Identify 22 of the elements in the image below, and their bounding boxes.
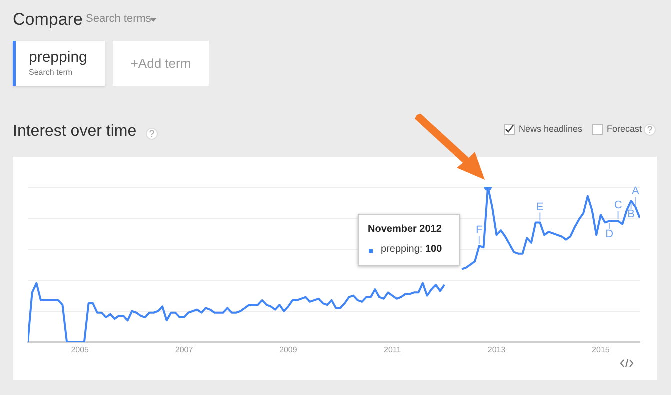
annotation: C — [614, 200, 622, 212]
x-tick-label: 2009 — [280, 345, 298, 354]
text: Search terms — [86, 13, 152, 25]
text: Forecast — [607, 124, 642, 134]
text: News headlines — [519, 124, 583, 134]
x-tick-label: 2015 — [592, 345, 610, 354]
annotation: D — [606, 228, 614, 241]
annotation: E — [536, 201, 544, 214]
annotation: November 2012 — [368, 224, 442, 235]
annotation: A — [632, 186, 640, 198]
x-tick-label: 2005 — [71, 345, 90, 354]
chart-title: Interest over time — [13, 123, 137, 141]
x-tick-label: 2013 — [488, 345, 506, 354]
annotation: B — [628, 208, 635, 221]
annotation: F — [476, 224, 484, 237]
x-tick-label: 2011 — [384, 345, 402, 354]
x-tick-label: 2007 — [175, 345, 194, 354]
text: prepping — [29, 49, 88, 66]
text: Search term — [29, 68, 73, 77]
text: +Add term — [113, 41, 209, 86]
text: Compare — [13, 10, 83, 30]
annotation: prepping: 100 — [381, 244, 442, 255]
